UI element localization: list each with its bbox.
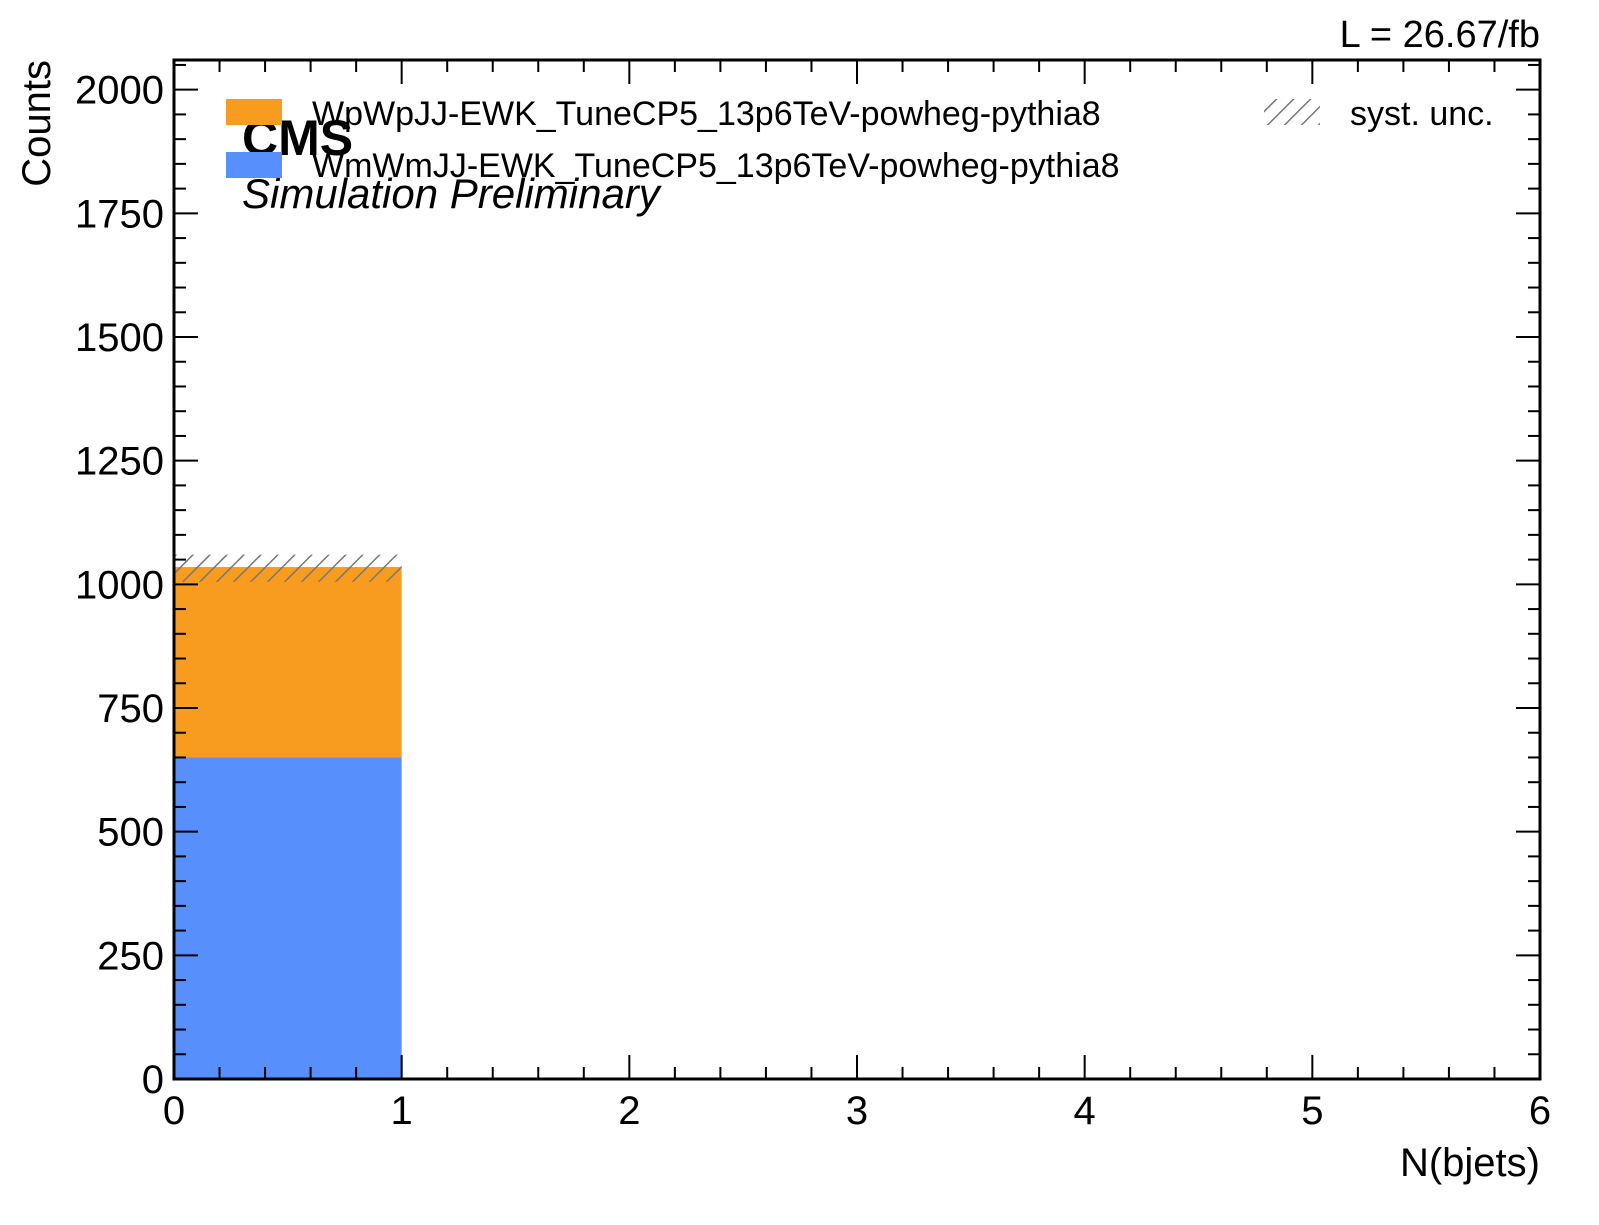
- x-tick-label: 1: [391, 1089, 413, 1133]
- legend-swatch-wmwm: [226, 152, 282, 178]
- x-tick-label: 5: [1301, 1089, 1323, 1133]
- bar-series1-bin0: [174, 567, 402, 758]
- legend: WpWpJJ-EWK_TuneCP5_13p6TeV-powheg-pythia…: [226, 95, 1494, 185]
- tick-labels-layer: 0 1 2 3 4 5 6 0 250 500 750 1000 1250 1500 1750 2000: [75, 69, 1551, 1133]
- y-tick-label: 250: [97, 934, 164, 978]
- legend-swatch-wpwp: [226, 99, 282, 125]
- ticks-layer: [173, 60, 1541, 1080]
- syst-unc-band-bin0: [174, 554, 402, 582]
- legend-swatch-syst-unc: [1264, 99, 1320, 125]
- bars-layer: [174, 567, 402, 1079]
- y-tick-label: 1750: [75, 192, 164, 236]
- x-axis-label: N(bjets): [1400, 1141, 1540, 1185]
- x-tick-label: 3: [846, 1089, 868, 1133]
- legend-label-syst-unc: syst. unc.: [1350, 95, 1494, 133]
- simulation-preliminary-label: Simulation Preliminary: [242, 170, 663, 217]
- y-tick-label: 1500: [75, 316, 164, 360]
- y-tick-label: 1000: [75, 563, 164, 607]
- x-tick-label: 2: [618, 1089, 640, 1133]
- y-tick-label: 500: [97, 811, 164, 855]
- bar-series0-bin0: [174, 757, 402, 1079]
- x-tick-label: 4: [1074, 1089, 1096, 1133]
- x-tick-label: 6: [1529, 1089, 1551, 1133]
- y-tick-label: 750: [97, 687, 164, 731]
- legend-label-wmwm: WmWmJJ-EWK_TuneCP5_13p6TeV-powheg-pythia…: [312, 147, 1120, 185]
- y-tick-label: 1250: [75, 440, 164, 484]
- y-tick-label: 0: [142, 1058, 164, 1102]
- y-axis-label: Counts: [15, 60, 59, 187]
- y-tick-label: 2000: [75, 69, 164, 113]
- x-tick-label: 0: [163, 1089, 185, 1133]
- uncertainty-layer: [174, 554, 402, 582]
- luminosity-label: L = 26.67/fb: [1340, 14, 1540, 56]
- legend-label-wpwp: WpWpJJ-EWK_TuneCP5_13p6TeV-powheg-pythia…: [312, 95, 1101, 133]
